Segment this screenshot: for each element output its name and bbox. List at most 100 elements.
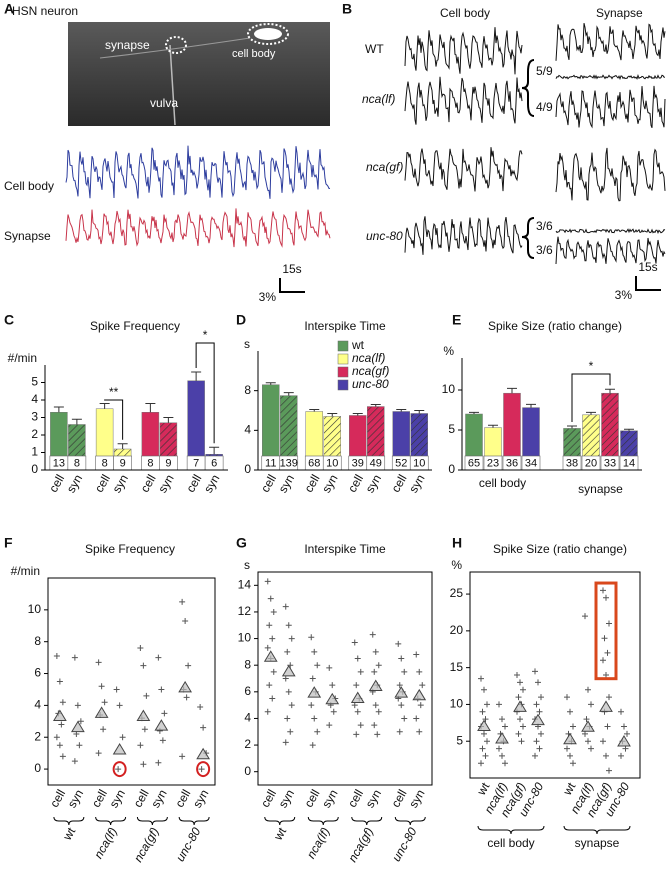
data-point [621,723,627,730]
legend-swatch [337,379,349,391]
x-tick-label: cell [345,472,366,495]
column-header: Cell body [440,6,490,20]
legend-swatch [337,340,349,352]
x-tick-label: cell [301,787,322,810]
data-point [375,708,382,715]
data-point [372,702,379,709]
x-tick-label: cell [258,472,279,495]
error-bar [117,443,128,449]
data-point [71,758,78,765]
data-point [143,692,150,699]
data-point [535,679,541,686]
data-point [200,724,207,731]
brace [53,816,85,826]
count-label: 10 [326,457,338,469]
x-tick-label: cell [301,472,322,495]
y-tick-label: 0 [31,462,38,476]
data-point [369,631,376,638]
image-label: cell body [232,48,276,60]
y-tick-label: 1 [31,445,38,459]
mean-marker [531,713,545,726]
count-label: 139 [280,457,298,469]
trace-label: Synapse [4,229,51,243]
y-tick-label: 4 [244,711,251,725]
group-label: cell body [479,476,526,490]
data-point [155,759,162,766]
data-point [600,587,606,594]
data-point [197,703,204,710]
data-point [567,708,573,715]
data-point [269,635,276,642]
mean-marker [178,680,193,693]
y-tick-label: 2 [244,737,251,751]
cell-body-outline [247,23,289,45]
data-point [624,730,630,737]
data-point [600,738,606,745]
data-point [481,730,487,737]
data-point [326,722,333,729]
row-label: WT [365,42,384,56]
y-tick-label: 10 [450,697,464,711]
mean-marker [394,686,409,698]
count-label: 14 [623,457,635,469]
count-label: 8 [147,457,153,469]
data-point [284,715,291,722]
y-tick-label: 2 [31,427,38,441]
significance-bracket [104,399,124,440]
x-tick-label: syn [155,472,176,495]
data-point [496,701,502,708]
y-unit: % [443,344,454,358]
fraction-label: 3/6 [536,219,553,233]
error-bar [414,410,425,414]
significance-label: * [203,328,208,342]
brace [521,59,535,117]
vulva-structure [169,44,176,126]
data-point [582,730,588,737]
data-point [585,686,591,693]
y-tick-label: 0 [34,761,41,775]
group-label: wt [270,825,289,844]
error-bar [145,403,156,413]
mean-marker [495,732,509,744]
mean-marker [94,706,109,718]
mean-marker [477,719,491,731]
y-unit: #/min [11,564,40,578]
group-label: cell body [487,836,534,850]
count-label: 39 [352,457,364,469]
data-point [371,668,378,675]
data-point [514,672,520,678]
y-unit: % [451,558,462,572]
data-point [98,683,105,690]
mean-marker [52,709,67,722]
data-point [622,745,629,752]
brace [95,816,127,826]
y-tick-label: 4 [244,423,251,437]
data-point [285,622,292,629]
data-point [115,766,122,773]
y-tick-label: 14 [238,577,252,591]
data-point [329,682,336,689]
x-tick-label: syn [110,472,131,495]
data-point [56,678,63,685]
highlight-circle [112,761,127,778]
count-label: 23 [487,457,499,469]
trace [65,208,331,248]
panel-letter: E [452,312,461,328]
significance-label: * [589,359,594,373]
significance-label: ** [109,385,119,399]
data-point [479,745,486,752]
group-label: nca(lf) [91,825,120,861]
data-point [314,662,321,669]
mean-marker [196,747,211,760]
error-bar [507,387,517,394]
panel-letter: H [452,535,462,551]
data-point [604,649,611,656]
x-tick-label: cell [345,787,366,810]
legend-label: nca(lf) [352,351,385,365]
data-point [606,767,612,774]
brace [477,825,545,835]
y-tick-label: 10 [442,382,456,396]
y-tick-label: 8 [244,657,251,671]
data-point [532,668,538,675]
data-point [53,734,60,741]
